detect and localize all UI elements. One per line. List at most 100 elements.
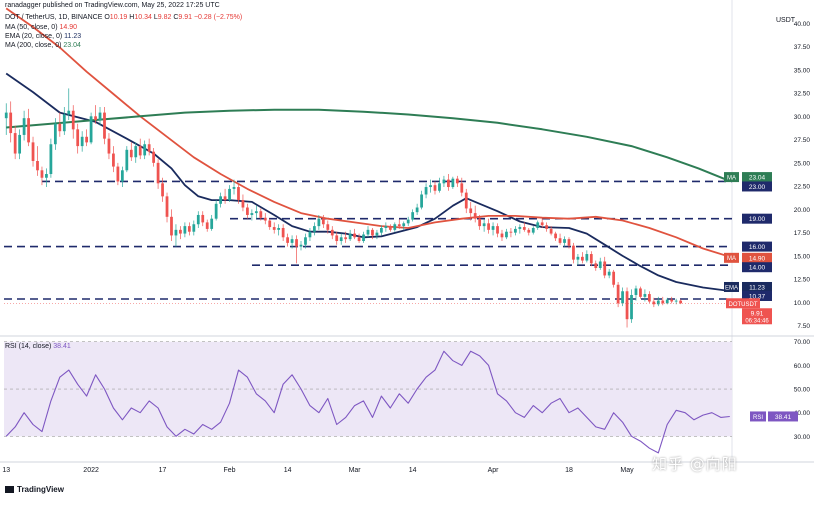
ma200-tag-box bbox=[724, 172, 739, 183]
candle-body bbox=[482, 223, 486, 227]
rsi-tag-box bbox=[750, 411, 766, 422]
candle-body bbox=[196, 214, 200, 225]
candle-body bbox=[250, 213, 254, 215]
tradingview-logo[interactable]: TradingView bbox=[5, 485, 64, 494]
ema20-value-text: 11.23 bbox=[749, 284, 765, 291]
ma200-legend[interactable]: MA (200, close, 0) 23.04 bbox=[5, 41, 81, 50]
candle-body bbox=[27, 118, 30, 143]
candle-body bbox=[674, 300, 678, 302]
rsi-tick-label: 30.00 bbox=[794, 434, 811, 441]
ema20-legend-value: 11.23 bbox=[64, 33, 82, 40]
time-tick-label: 14 bbox=[409, 467, 417, 474]
rsi-legend-label: RSI (14, close) bbox=[5, 343, 52, 350]
candle-body bbox=[107, 138, 111, 154]
candle-body bbox=[98, 112, 102, 121]
candle-body bbox=[170, 216, 173, 236]
candle-body bbox=[13, 133, 17, 154]
price-tick-label: 32.50 bbox=[794, 91, 811, 98]
candle-body bbox=[612, 271, 616, 285]
candle-body bbox=[424, 187, 428, 195]
price-tick-label: 37.50 bbox=[794, 44, 811, 51]
high-label: H bbox=[129, 14, 135, 21]
candle-body bbox=[277, 227, 281, 230]
candle-body bbox=[531, 227, 535, 233]
candle-body bbox=[344, 237, 348, 240]
candle-body bbox=[679, 300, 683, 304]
ema20-tag-text: EMA bbox=[725, 285, 738, 291]
rsi-legend[interactable]: RSI (14, close) 38.41 bbox=[5, 342, 71, 351]
candle-body bbox=[45, 174, 48, 178]
candle-body bbox=[362, 234, 365, 242]
candle-body bbox=[496, 226, 499, 234]
candle-body bbox=[429, 185, 432, 188]
candle-body bbox=[558, 238, 562, 243]
candle-body bbox=[335, 235, 339, 242]
low-value: 9.82 bbox=[157, 14, 172, 21]
candle-body bbox=[40, 170, 44, 178]
candle-body bbox=[210, 218, 214, 229]
price-tick-label: 7.50 bbox=[797, 323, 810, 330]
candle-body bbox=[317, 218, 321, 227]
candle-body bbox=[415, 207, 419, 213]
candle-body bbox=[375, 232, 379, 236]
candle-body bbox=[594, 263, 598, 268]
candle-body bbox=[402, 223, 406, 227]
close-value: 9.91 bbox=[178, 14, 192, 21]
candle-body bbox=[540, 222, 544, 226]
candle-body bbox=[438, 183, 441, 191]
ema20-value-box bbox=[742, 281, 772, 292]
candle-body bbox=[281, 227, 285, 238]
candle-body bbox=[156, 162, 160, 184]
candle-body bbox=[214, 203, 218, 219]
candle-body bbox=[478, 218, 482, 227]
candle-body bbox=[518, 227, 522, 229]
candle-body bbox=[384, 226, 388, 228]
candle-body bbox=[665, 299, 669, 304]
publisher-line: ranadagger published on TradingView.com,… bbox=[5, 2, 220, 9]
open-label: O bbox=[104, 14, 110, 21]
price-value-box bbox=[742, 308, 772, 325]
price-tick-label: 10.00 bbox=[794, 300, 811, 307]
candle-body bbox=[321, 218, 325, 225]
candle-body bbox=[152, 151, 156, 163]
candle-body bbox=[313, 226, 316, 232]
ma50-legend[interactable]: MA (50, close, 0) 14.90 bbox=[5, 23, 77, 32]
ma200-line bbox=[6, 108, 731, 183]
level-16-value-text: 16.00 bbox=[749, 244, 766, 251]
time-tick-label: 18 bbox=[565, 467, 573, 474]
level-16-value-box bbox=[742, 241, 772, 252]
watermark: 知乎 @向阳 bbox=[652, 455, 738, 473]
candle-body bbox=[246, 207, 249, 215]
candle-body bbox=[563, 239, 566, 243]
low-label: L bbox=[153, 14, 158, 21]
level-1037-value-text: 10.37 bbox=[749, 293, 766, 300]
candle-body bbox=[639, 288, 642, 297]
candle-body bbox=[576, 256, 580, 260]
level-14-value-box bbox=[742, 262, 772, 273]
candle-body bbox=[339, 237, 343, 242]
candle-body bbox=[89, 116, 93, 143]
candle-body bbox=[451, 178, 455, 188]
time-tick-label: Apr bbox=[488, 467, 500, 474]
ma50-legend-value: 14.90 bbox=[59, 24, 78, 31]
candle-body bbox=[129, 149, 133, 158]
candle-body bbox=[661, 300, 665, 304]
candle-body bbox=[455, 178, 459, 184]
price-value-text: 9.91 bbox=[751, 310, 764, 317]
candle-body bbox=[241, 200, 245, 208]
candle-body bbox=[522, 227, 526, 230]
candle-body bbox=[514, 228, 517, 233]
price-tick-label: 25.00 bbox=[794, 160, 811, 167]
rsi-line bbox=[5, 350, 730, 454]
price-countdown-text: 06:34:46 bbox=[745, 318, 769, 324]
candle-body bbox=[299, 244, 303, 247]
candle-body bbox=[183, 226, 187, 234]
time-tick-label: 2022 bbox=[83, 467, 99, 474]
candle-body bbox=[353, 233, 356, 238]
level-23-value-text: 23.00 bbox=[749, 184, 766, 191]
time-tick-label: May bbox=[620, 467, 634, 474]
price-symbol-tag-box bbox=[726, 298, 760, 309]
candle-body bbox=[308, 231, 312, 238]
ema20-legend[interactable]: EMA (20, close, 0) 11.23 bbox=[5, 32, 81, 41]
